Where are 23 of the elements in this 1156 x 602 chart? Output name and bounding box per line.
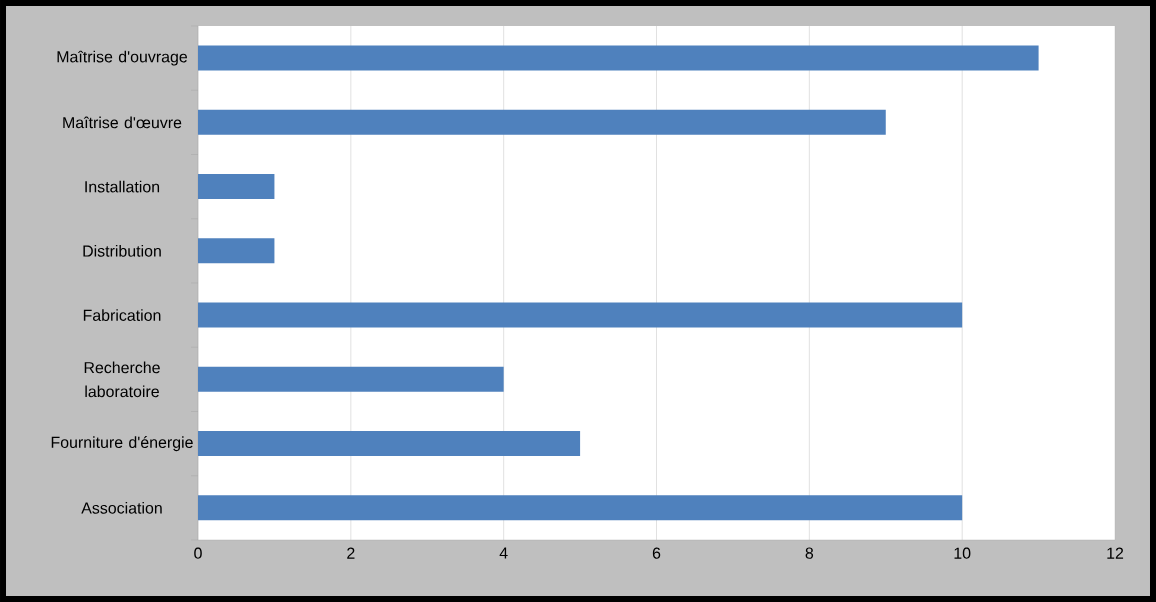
x-tick-label: 10: [954, 547, 971, 559]
bar: [198, 45, 1039, 71]
y-tick-label: Installation: [85, 180, 160, 193]
x-tick-label: 6: [652, 547, 661, 559]
bar: [198, 238, 275, 264]
y-tick-label: Recherche laboratoire: [84, 361, 160, 398]
x-tick-label: 8: [805, 547, 814, 559]
y-tick-label: Maîtrise d'œuvre: [63, 116, 182, 129]
x-tick-label: 2: [347, 547, 355, 559]
y-tick-label: Fourniture d'énergie: [51, 436, 193, 452]
bar: [198, 302, 963, 328]
x-tick-label: 4: [499, 547, 508, 559]
bar: [198, 366, 504, 392]
y-tick-label: Distribution: [83, 245, 161, 257]
bar: [198, 431, 581, 457]
bar: [198, 495, 963, 521]
bar: [198, 109, 886, 135]
bar: [198, 174, 275, 200]
y-tick-label: Maîtrise d'ouvrage: [57, 50, 188, 66]
y-tick-label: Association: [81, 502, 162, 514]
y-tick-label: Fabrication: [83, 309, 161, 321]
x-tick-label: 12: [1107, 547, 1124, 559]
x-tick-label: 0: [194, 547, 202, 559]
